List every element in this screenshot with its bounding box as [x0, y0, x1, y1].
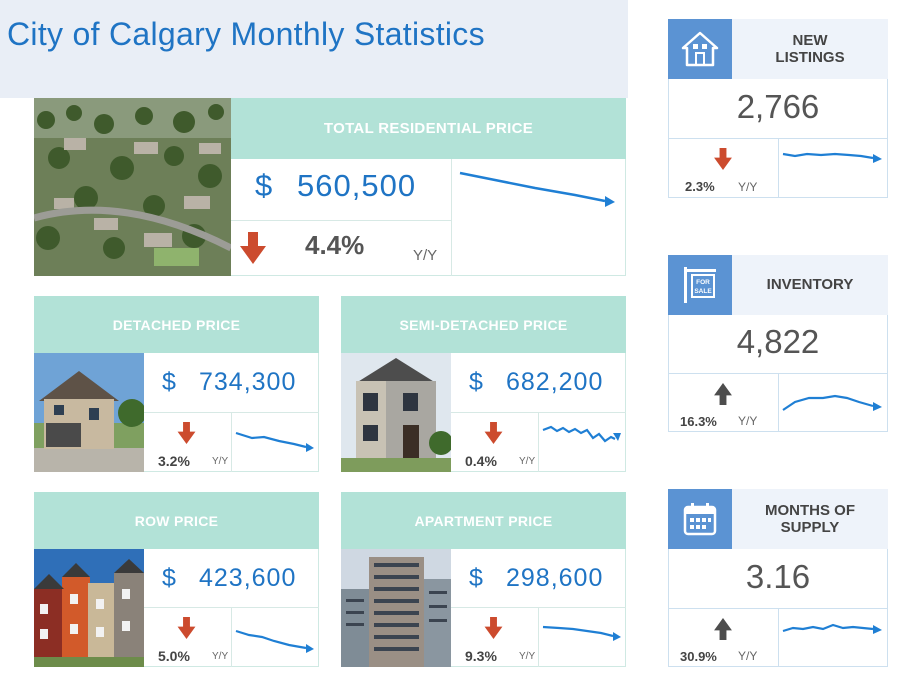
months-supply-sparkline	[782, 623, 882, 634]
down-arrow-icon	[177, 422, 196, 444]
new-listings-change-pct: 2.3%	[685, 179, 715, 194]
new-listings-sparkline	[782, 152, 882, 163]
up-arrow-icon	[714, 618, 732, 640]
divider	[231, 412, 232, 472]
for-sale-sign-icon: FOR SALE	[668, 255, 732, 315]
new-listings-label-line1: NEW	[792, 31, 828, 49]
semi-change-pct: 0.4%	[465, 453, 497, 469]
semi-yy-label: Y/Y	[519, 456, 536, 467]
detached-house-photo	[34, 353, 144, 472]
row-header: ROW PRICE	[34, 492, 319, 549]
row-price-sparkline	[235, 629, 314, 653]
detached-header: DETACHED PRICE	[34, 296, 319, 353]
detached-price-sparkline	[235, 431, 314, 452]
divider	[538, 607, 539, 667]
months-supply-yy-label: Y/Y	[738, 649, 758, 663]
apartment-price-value: 298,600	[506, 564, 604, 592]
semi-price-sparkline	[542, 425, 621, 443]
months-supply-header: MONTHS OF SUPPLY	[732, 489, 888, 549]
months-supply-value: 3.16	[745, 558, 811, 595]
detached-yy-label: Y/Y	[212, 456, 229, 467]
divider	[778, 608, 779, 667]
semi-price-currency: $	[469, 368, 483, 396]
apartment-change-pct: 9.3%	[465, 648, 497, 664]
inventory-yy-label: Y/Y	[738, 414, 758, 428]
semi-detached-house-photo	[341, 353, 451, 472]
total-price-value: 560,500	[297, 168, 417, 203]
up-arrow-icon	[714, 383, 732, 405]
months-supply-change-pct: 30.9%	[680, 649, 717, 664]
new-listings-header: NEW LISTINGS	[732, 19, 888, 79]
for-sale-sign-text-2: SALE	[694, 288, 712, 295]
semi-detached-header: SEMI-DETACHED PRICE	[341, 296, 626, 353]
apartment-yy-label: Y/Y	[519, 651, 536, 662]
total-price-sparkline	[459, 171, 615, 207]
rowhouse-photo	[34, 549, 144, 667]
new-listings-yy-label: Y/Y	[738, 180, 758, 194]
house-icon	[668, 19, 732, 79]
inventory-value: 4,822	[736, 323, 820, 360]
down-arrow-icon	[484, 422, 503, 444]
detached-change-pct: 3.2%	[158, 453, 190, 469]
divider	[231, 607, 232, 667]
divider	[538, 412, 539, 472]
new-listings-label-line2: LISTINGS	[775, 49, 845, 66]
aerial-suburb-photo	[34, 98, 231, 276]
page-title: City of Calgary Monthly Statistics	[7, 16, 485, 52]
for-sale-sign-text-1: FOR	[696, 279, 710, 286]
down-arrow-icon	[714, 148, 732, 170]
divider	[778, 138, 779, 198]
detached-price-currency: $	[162, 368, 176, 396]
down-arrow-icon	[484, 617, 503, 639]
months-supply-label-line2: SUPPLY	[780, 519, 840, 536]
row-change-pct: 5.0%	[158, 648, 190, 664]
apartment-price-sparkline	[542, 625, 621, 641]
calendar-icon	[668, 489, 732, 549]
detached-price-value: 734,300	[199, 368, 297, 396]
inventory-header: INVENTORY	[732, 255, 888, 315]
total-yy-label: Y/Y	[413, 247, 438, 264]
down-arrow-icon	[177, 617, 196, 639]
apartment-tower-photo	[341, 549, 451, 667]
apartment-price-currency: $	[469, 564, 483, 592]
row-price-value: 423,600	[199, 564, 297, 592]
new-listings-value: 2,766	[736, 88, 820, 125]
down-arrow-icon	[240, 232, 266, 264]
semi-price-value: 682,200	[506, 368, 604, 396]
row-price-currency: $	[162, 564, 176, 592]
row-yy-label: Y/Y	[212, 651, 229, 662]
divider	[231, 220, 451, 221]
inventory-change-pct: 16.3%	[680, 414, 717, 429]
title-banner	[0, 0, 628, 98]
total-residential-header: TOTAL RESIDENTIAL PRICE	[231, 98, 626, 159]
apartment-header: APARTMENT PRICE	[341, 492, 626, 549]
divider	[778, 373, 779, 432]
total-change-pct: 4.4%	[305, 230, 365, 260]
total-price-currency: $	[255, 168, 274, 203]
inventory-sparkline	[782, 394, 882, 411]
divider	[451, 159, 452, 276]
months-supply-label-line1: MONTHS OF	[765, 501, 855, 519]
